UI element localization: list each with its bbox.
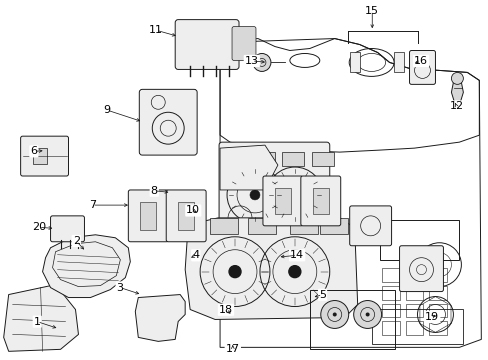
FancyBboxPatch shape <box>166 190 205 242</box>
Bar <box>371 310 463 345</box>
Bar <box>428 285 447 300</box>
Text: 8: 8 <box>150 186 158 196</box>
Bar <box>405 321 423 336</box>
Circle shape <box>450 72 463 84</box>
Bar <box>405 303 423 318</box>
FancyBboxPatch shape <box>128 190 168 242</box>
Text: 13: 13 <box>244 56 258 66</box>
Text: 9: 9 <box>103 105 110 115</box>
Bar <box>140 202 156 230</box>
Bar <box>405 285 423 300</box>
Text: 11: 11 <box>148 25 163 35</box>
Circle shape <box>249 190 260 200</box>
Bar <box>393 53 403 72</box>
Bar <box>210 218 238 234</box>
Circle shape <box>353 301 381 328</box>
FancyBboxPatch shape <box>139 89 197 155</box>
Text: 18: 18 <box>219 305 233 315</box>
Bar <box>428 321 447 336</box>
Text: 6: 6 <box>30 146 37 156</box>
Polygon shape <box>135 294 185 341</box>
Text: 15: 15 <box>365 6 379 16</box>
Polygon shape <box>450 82 463 105</box>
FancyBboxPatch shape <box>300 176 340 226</box>
Bar <box>289 218 317 234</box>
Circle shape <box>228 266 241 278</box>
Text: 12: 12 <box>448 102 463 112</box>
Circle shape <box>332 312 336 316</box>
Text: 17: 17 <box>225 344 240 354</box>
Bar <box>319 218 347 234</box>
FancyBboxPatch shape <box>263 176 302 226</box>
Bar <box>379 220 458 260</box>
Text: 20: 20 <box>32 222 46 232</box>
Polygon shape <box>4 285 78 351</box>
Polygon shape <box>220 145 277 190</box>
Bar <box>33 148 46 164</box>
Circle shape <box>289 190 299 200</box>
Bar <box>312 188 328 214</box>
Text: 2: 2 <box>73 236 80 246</box>
FancyBboxPatch shape <box>399 246 443 292</box>
Text: 7: 7 <box>89 200 96 210</box>
Text: 10: 10 <box>186 206 200 216</box>
Polygon shape <box>42 235 130 298</box>
Circle shape <box>288 266 300 278</box>
FancyBboxPatch shape <box>175 20 239 69</box>
Bar <box>381 303 399 318</box>
Bar <box>428 303 447 318</box>
Text: 3: 3 <box>117 283 123 293</box>
Bar <box>252 152 274 166</box>
FancyBboxPatch shape <box>50 216 84 242</box>
Circle shape <box>365 312 369 316</box>
Bar <box>349 53 359 72</box>
Bar <box>178 202 194 230</box>
Bar <box>405 268 423 282</box>
Bar <box>309 289 394 349</box>
Bar <box>311 152 333 166</box>
Polygon shape <box>185 218 357 319</box>
Text: 16: 16 <box>413 56 427 66</box>
FancyBboxPatch shape <box>232 27 255 60</box>
FancyBboxPatch shape <box>349 206 391 246</box>
Text: 19: 19 <box>424 312 438 322</box>
Text: 5: 5 <box>318 290 325 300</box>
FancyBboxPatch shape <box>20 136 68 176</box>
FancyBboxPatch shape <box>219 142 329 228</box>
Bar <box>274 188 290 214</box>
Bar <box>247 218 275 234</box>
Text: 4: 4 <box>192 250 199 260</box>
Bar <box>381 268 399 282</box>
Bar <box>381 285 399 300</box>
Text: 14: 14 <box>289 250 304 260</box>
Text: 1: 1 <box>34 317 41 327</box>
FancyBboxPatch shape <box>408 50 435 84</box>
Circle shape <box>252 54 270 71</box>
Bar <box>381 321 399 336</box>
Bar <box>428 268 447 282</box>
Circle shape <box>320 301 348 328</box>
Bar <box>281 152 303 166</box>
